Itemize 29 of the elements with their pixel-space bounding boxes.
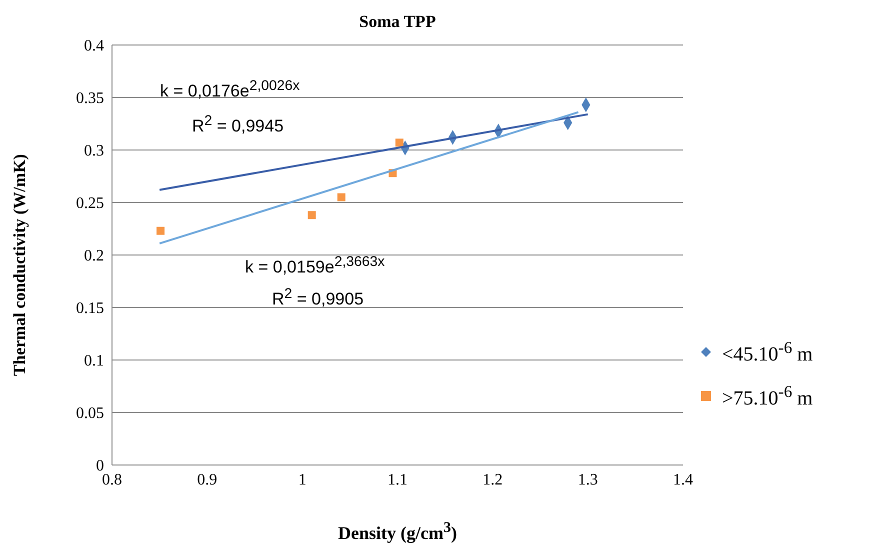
x-tick-label: 1.2 bbox=[482, 471, 503, 488]
x-tick-label: 0.9 bbox=[197, 471, 218, 488]
y-tick-label: 0.25 bbox=[76, 195, 104, 212]
y-tick-label: 0.1 bbox=[84, 352, 104, 370]
y-axis-title: Thermal conductivity (W/mK) bbox=[10, 153, 30, 378]
x-tick-label: 1 bbox=[298, 471, 306, 488]
y-tick-label: 0.05 bbox=[76, 405, 104, 422]
annotation: R$^{2}$ = 0,9905 bbox=[272, 286, 364, 310]
y-tick-label: 0.4 bbox=[84, 38, 104, 55]
x-tick-label: 1.1 bbox=[388, 471, 408, 488]
y-tick-label: 0.2 bbox=[84, 248, 104, 265]
annotation: k = 0,0159e$^{2,3663x}$ bbox=[245, 254, 385, 278]
legend-label: >75.10$^{-6}$ m bbox=[722, 382, 813, 410]
point bbox=[337, 193, 346, 202]
point bbox=[156, 226, 165, 235]
legend-label: <45.10$^{-6}$ m bbox=[722, 338, 813, 366]
y-tick-label: 0.35 bbox=[76, 90, 104, 108]
y-tick-label: 0.3 bbox=[84, 142, 104, 160]
point bbox=[308, 211, 316, 220]
y-tick-label: 0 bbox=[96, 458, 104, 475]
chart-title: Soma TPP bbox=[358, 12, 437, 32]
y-tick-label: 0.15 bbox=[76, 300, 104, 318]
annotation: R$^{2}$ = 0,9945 bbox=[192, 113, 284, 137]
annotation: k = 0,0176e$^{2,0026x}$ bbox=[160, 78, 300, 102]
x-axis-title: Density (g/cm$^{3}$) bbox=[337, 520, 458, 544]
x-tick-label: 1.3 bbox=[578, 471, 598, 488]
point bbox=[395, 138, 404, 147]
x-tick-label: 0.8 bbox=[102, 471, 122, 488]
x-tick-label: 1.4 bbox=[673, 471, 693, 488]
